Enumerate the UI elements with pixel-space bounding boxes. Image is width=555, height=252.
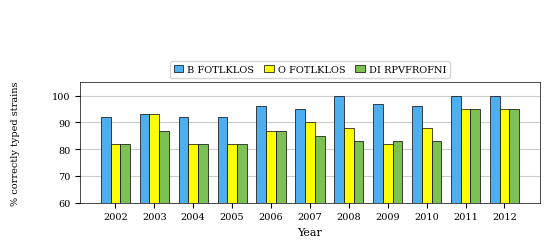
- Bar: [344, 128, 354, 252]
- Bar: [159, 131, 169, 252]
- Y-axis label: % correctly typed strains: % correctly typed strains: [11, 81, 20, 205]
- Bar: [256, 107, 266, 252]
- Bar: [228, 144, 237, 252]
- Bar: [276, 131, 286, 252]
- Bar: [392, 142, 402, 252]
- Bar: [101, 118, 110, 252]
- Bar: [422, 128, 432, 252]
- Bar: [432, 142, 441, 252]
- Bar: [412, 107, 422, 252]
- Bar: [188, 144, 198, 252]
- Bar: [295, 110, 305, 252]
- Bar: [500, 110, 509, 252]
- Bar: [315, 136, 325, 252]
- Bar: [383, 144, 392, 252]
- X-axis label: Year: Year: [297, 227, 322, 237]
- Bar: [266, 131, 276, 252]
- Bar: [490, 96, 500, 252]
- Bar: [179, 118, 188, 252]
- Bar: [334, 96, 344, 252]
- Legend: B FOTLKLOS, O FOTLKLOS, DI RPVFROFNI: B FOTLKLOS, O FOTLKLOS, DI RPVFROFNI: [170, 61, 450, 78]
- Bar: [354, 142, 364, 252]
- Bar: [373, 104, 383, 252]
- Bar: [451, 96, 461, 252]
- Bar: [305, 123, 315, 252]
- Bar: [218, 118, 228, 252]
- Bar: [237, 144, 247, 252]
- Bar: [509, 110, 519, 252]
- Bar: [461, 110, 471, 252]
- Bar: [471, 110, 480, 252]
- Bar: [198, 144, 208, 252]
- Bar: [140, 115, 149, 252]
- Bar: [120, 144, 130, 252]
- Bar: [149, 115, 159, 252]
- Bar: [110, 144, 120, 252]
